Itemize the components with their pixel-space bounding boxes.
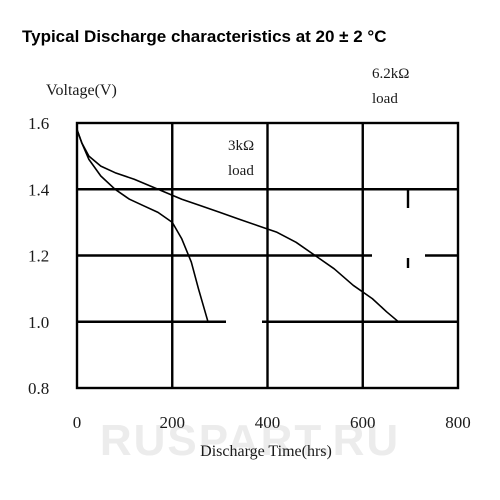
y-axis-label: Voltage(V) [46, 82, 117, 99]
y-tick-label: 1.0 [28, 313, 49, 332]
annotation-3k-load: 3kΩ load [228, 138, 254, 179]
annotation-6-2k-line1: 6.2kΩ [372, 66, 409, 82]
series-line-3k-load [76, 129, 209, 323]
x-tick-label: 200 [160, 413, 186, 432]
x-tick-label: 400 [255, 413, 281, 432]
x-tick-label: 0 [73, 413, 82, 432]
annotation-3k-line2: load [228, 163, 254, 179]
annotation-3k-line1: 3kΩ [228, 138, 254, 154]
plot-border [75, 121, 460, 390]
watermark-text: RUSPART.RU [100, 416, 400, 465]
x-tick-labels: 0 200 400 600 800 [73, 413, 471, 432]
x-tick-label: 600 [350, 413, 376, 432]
series-line-6-2k-load [76, 129, 400, 323]
y-tick-label: 1.2 [28, 247, 49, 266]
grid [77, 123, 457, 388]
plot-frame [75, 121, 460, 390]
y-tick-label: 0.8 [28, 379, 49, 398]
watermark: RUSPART.RU [100, 416, 400, 465]
series [76, 129, 400, 323]
x-axis-label: Discharge Time(hrs) [200, 443, 332, 460]
annotation-6-2k-load: 6.2kΩ load [372, 66, 409, 107]
chart-title: Typical Discharge characteristics at 20 … [22, 27, 387, 46]
y-tick-label: 1.6 [28, 114, 49, 133]
x-tick-label: 800 [445, 413, 471, 432]
y-tick-labels: 1.6 1.4 1.2 1.0 0.8 [28, 114, 50, 398]
annotation-6-2k-line2: load [372, 91, 398, 107]
y-tick-label: 1.4 [28, 180, 50, 199]
